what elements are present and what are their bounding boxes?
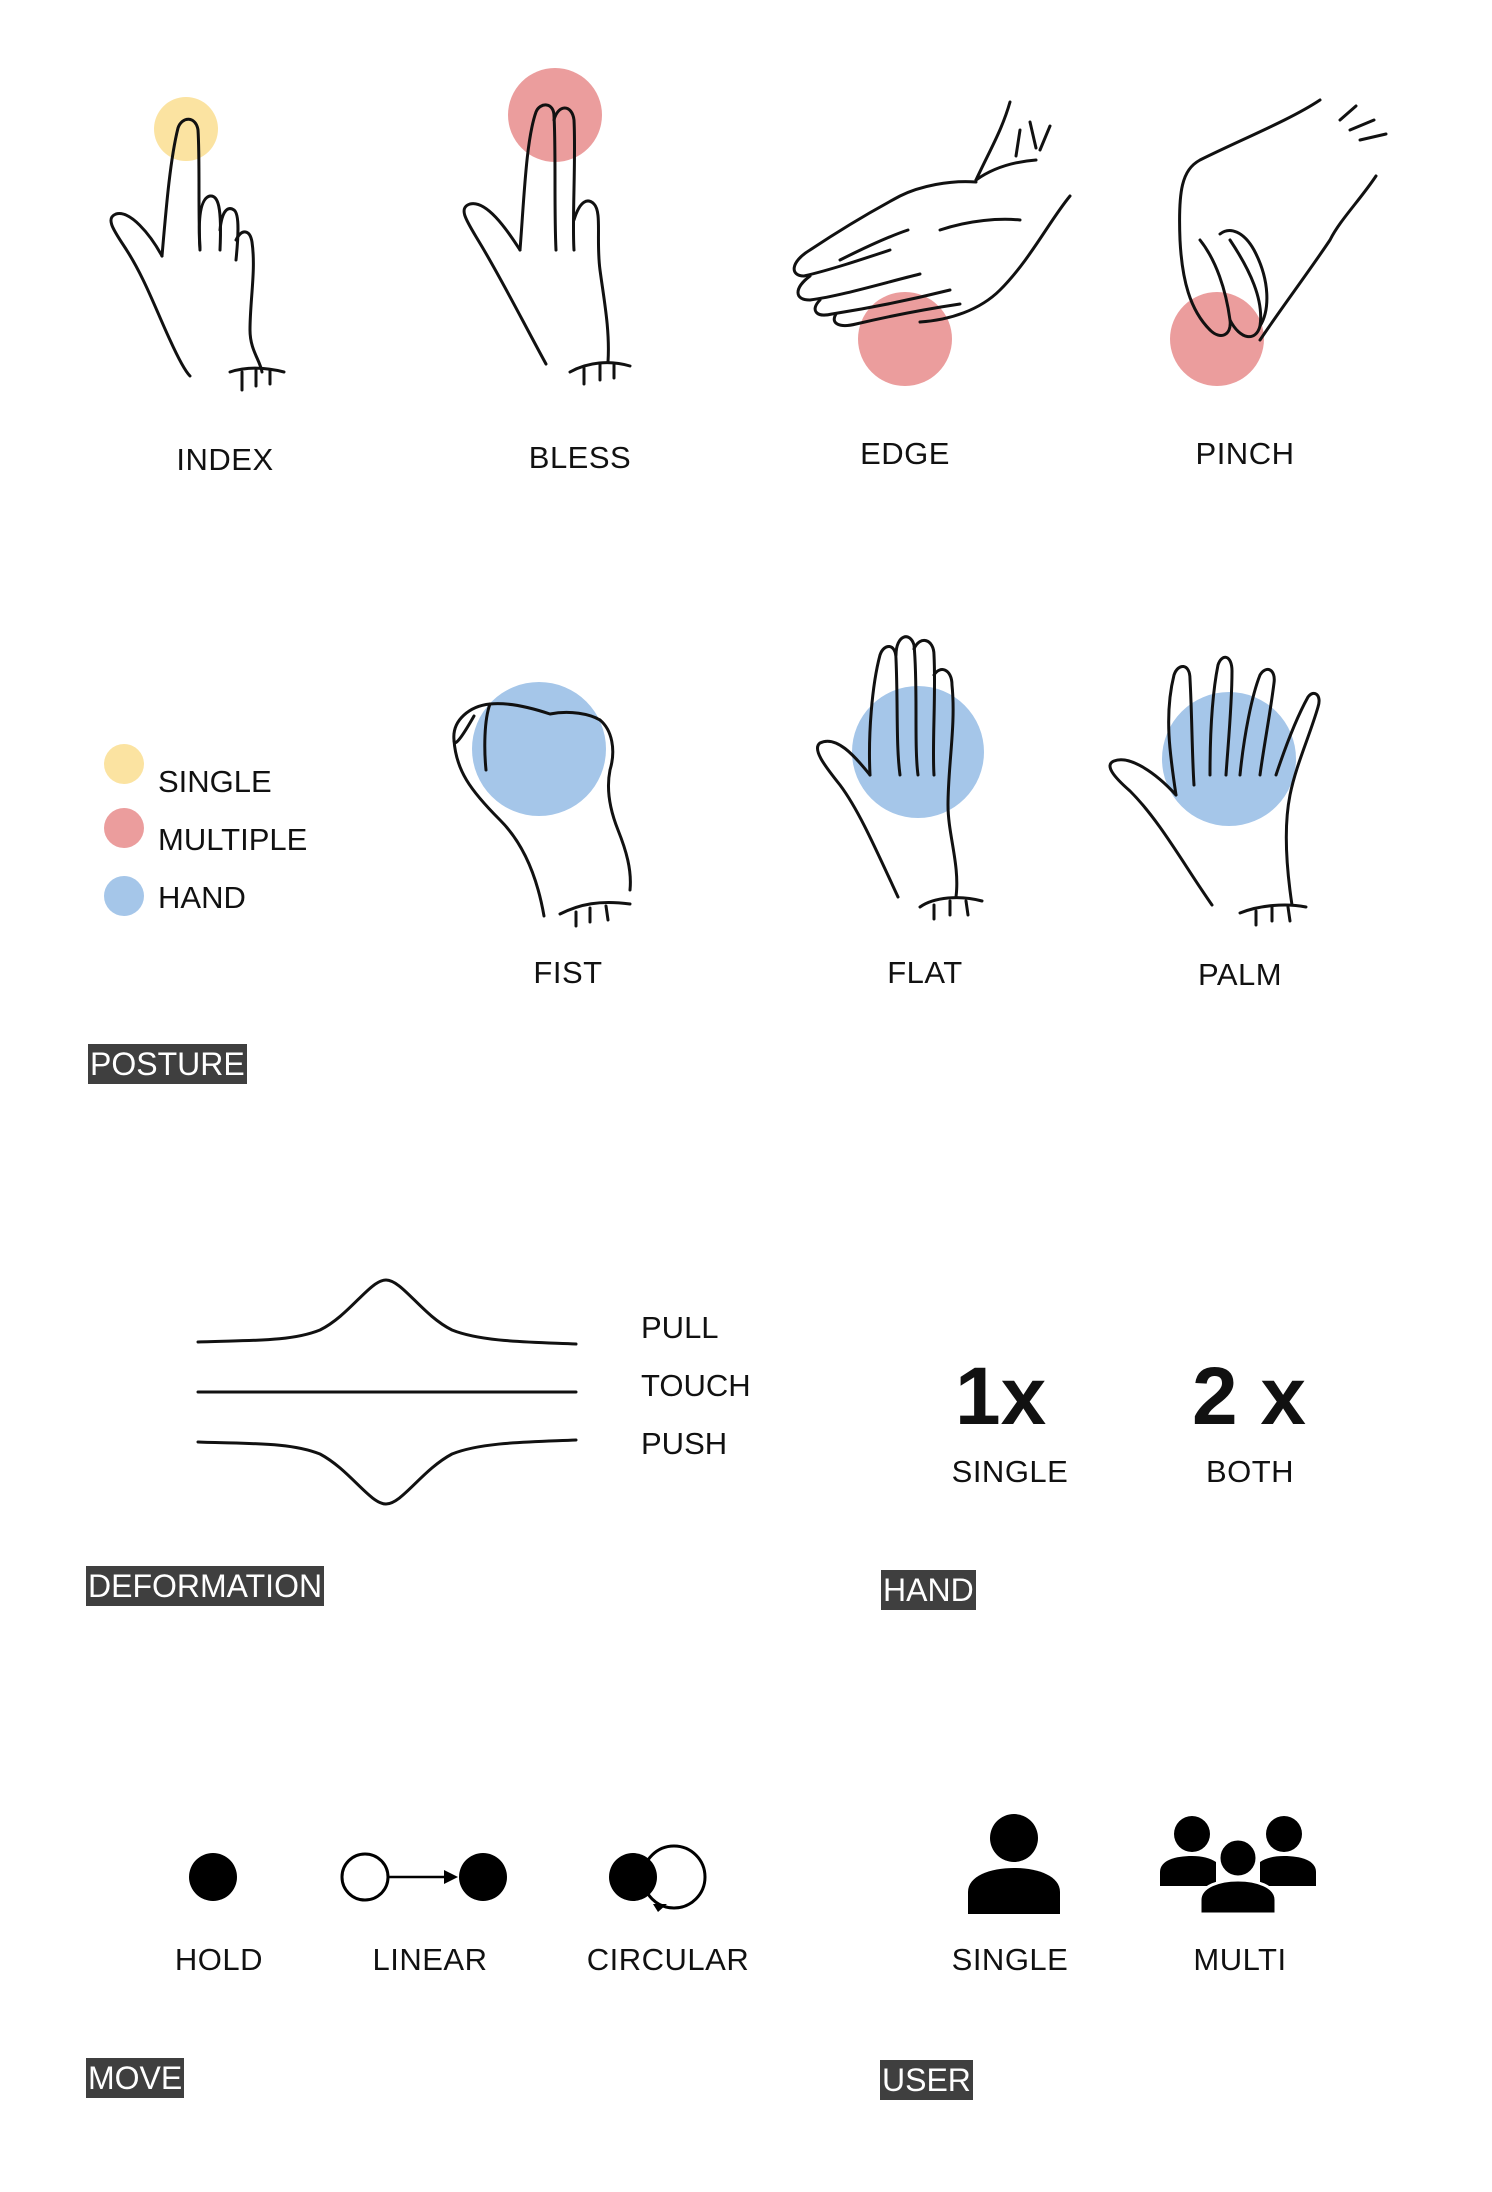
deformation-label-push: PUSH [641,1426,728,1461]
linear-move-icon [340,1852,507,1902]
gesture-label-bless: BLESS [528,440,632,475]
hold-icon [189,1853,237,1901]
legend-multiple-dot [104,808,144,848]
palm-hand-icon [1108,655,1321,927]
legend-single-label: SINGLE [158,764,272,799]
hand-count-both: 2 x [1192,1351,1306,1442]
legend-hand-dot [104,876,144,916]
bless-hand-icon [462,103,632,386]
deformation-label-touch: TOUCH [641,1368,751,1403]
section-tag-posture: POSTURE [88,1044,247,1084]
section-tag-user: USER [880,2060,973,2100]
legend-multiple-label: MULTIPLE [158,822,308,857]
edge-hand-icon [792,100,1072,328]
user-label-multi: MULTI [1193,1942,1287,1977]
legend-hand-label: HAND [158,880,246,915]
hand-label-single: SINGLE [951,1454,1069,1489]
move-label-hold: HOLD [174,1942,264,1977]
multi-user-icon [1160,1816,1316,1916]
gesture-label-flat: FLAT [887,955,963,990]
pull-curve [196,1278,578,1346]
multiple-touch-dot [1170,292,1264,386]
deformation-label-pull: PULL [641,1310,719,1345]
move-label-circular: CIRCULAR [586,1942,750,1977]
pinch-hand-icon [1178,98,1388,342]
section-tag-hand: HAND [881,1570,976,1610]
gesture-label-index: INDEX [176,442,274,477]
gesture-label-pinch: PINCH [1195,436,1295,471]
gesture-label-edge: EDGE [860,436,950,471]
user-label-single: SINGLE [951,1942,1069,1977]
hand-count-single: 1x [955,1351,1047,1442]
push-curve [196,1438,578,1506]
single-user-icon [968,1814,1060,1914]
deformation-curves-diagram [196,1278,578,1506]
gesture-label-fist: FIST [533,955,603,990]
section-tag-deformation: DEFORMATION [86,1566,325,1606]
gesture-label-palm: PALM [1197,957,1283,992]
hand-touch-dot [852,686,984,818]
move-label-linear: LINEAR [372,1942,488,1977]
index-hand-icon [109,117,286,392]
single-touch-dot [154,97,218,161]
circular-move-icon [609,1844,707,1912]
flat-hand-icon [816,635,984,921]
legend-single-dot [104,744,144,784]
section-tag-move: MOVE [86,2058,185,2098]
hand-label-both: BOTH [1205,1454,1295,1489]
fist-hand-icon [452,702,632,928]
